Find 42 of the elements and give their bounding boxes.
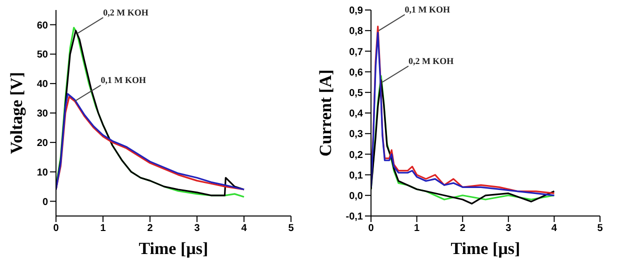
y-tick-label: 0,7 [349,46,364,58]
y-tick-label: 0,6 [349,67,364,78]
annotation: 0,2 M KOH [103,8,148,18]
x-tick-label: 5 [288,223,294,234]
callout-pointer: 0,1 M KOH [378,4,450,32]
x-axis-title: Time [µs] [138,239,208,258]
y-tick-label: 0,4 [349,108,364,120]
y-tick-label: 10 [36,167,48,178]
x-tick-label: 0 [53,223,60,234]
x-tick-label: 4 [241,223,248,234]
x-tick-label: 3 [194,223,200,234]
x-tick-label: 2 [460,223,466,234]
x-tick-label: 1 [100,223,106,234]
y-tick-label: -0,1 [346,212,364,223]
annotation: 0,1 M KOH [100,75,146,86]
y-tick-label: 0,1 [349,170,364,182]
x-tick-label: 5 [597,223,604,234]
y-tick-label: 40 [36,79,48,90]
x-tick-label: 1 [414,223,420,234]
callout-pointer: 0,1 M KOH [74,75,146,102]
y-tick-label: 0,5 [349,88,364,99]
y-axis-title: Current [A] [316,69,336,157]
x-tick-label: 0 [368,223,374,234]
callout-pointer: 0,2 M KOH [382,56,454,83]
annotation: 0,2 M KOH [408,56,454,66]
y-tick-label: 0,8 [349,26,364,38]
x-axis-title: Time [µs] [450,239,520,258]
y-tick-label: 20 [36,138,48,149]
x-tick-label: 2 [147,223,154,234]
callout-pointer: 0,2 M KOH [76,8,148,34]
y-axis-title: Voltage [V] [7,72,26,154]
annotation: 0,1 M KOH [404,4,450,15]
y-tick-label: 0 [42,196,48,208]
x-tick-label: 4 [551,223,558,234]
y-tick-label: 0,3 [349,129,364,140]
y-tick-label: 0,2 [349,150,364,161]
y-tick-label: 0,0 [349,190,364,202]
y-tick-label: 0,9 [349,6,364,17]
y-tick-label: 60 [36,20,48,32]
x-tick-label: 3 [506,223,512,234]
y-tick-label: 50 [36,50,48,61]
y-tick-label: 30 [36,108,48,120]
